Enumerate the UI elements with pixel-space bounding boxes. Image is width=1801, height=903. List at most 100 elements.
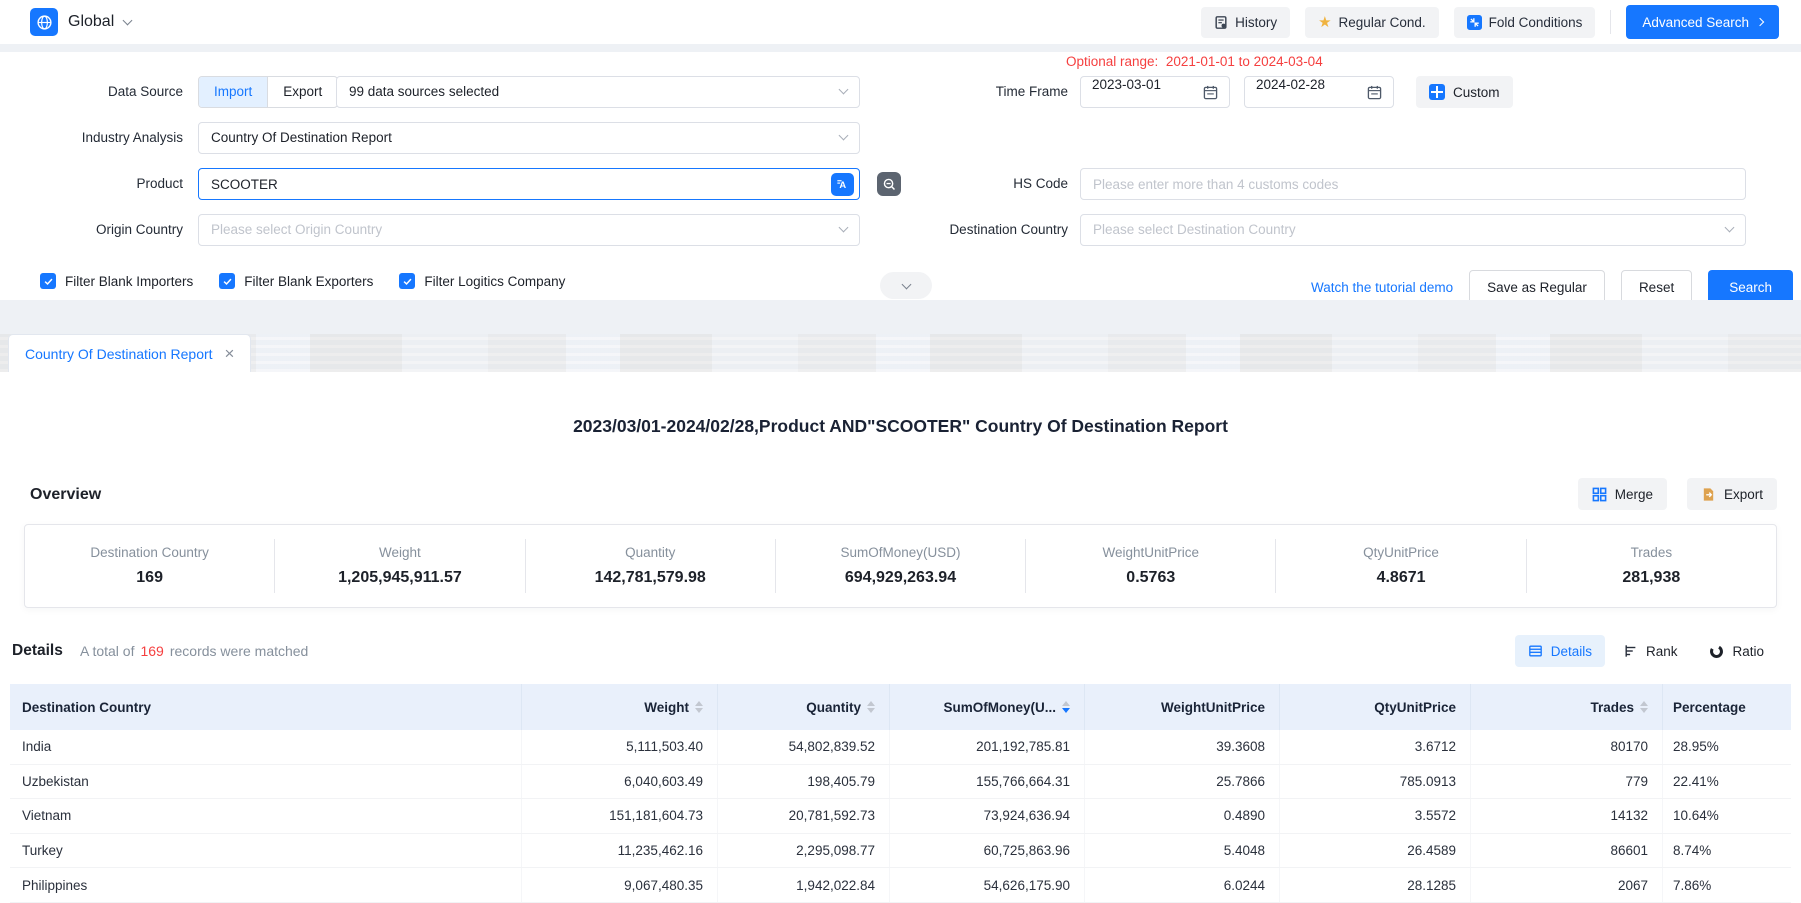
chevron-right-icon [1755,17,1765,27]
stat-weight: Weight 1,205,945,911.57 [275,539,526,593]
stat-qty-unit-price: QtyUnitPrice 4.8671 [1276,539,1527,593]
view-switcher: Details Rank Ratio [1514,635,1777,667]
view-ratio-button[interactable]: Ratio [1696,635,1777,667]
report-title: 2023/03/01-2024/02/28,Product AND"SCOOTE… [573,416,1228,436]
save-as-regular-button[interactable]: Save as Regular [1469,270,1605,304]
hs-code-input[interactable] [1093,169,1733,199]
grid-icon [1429,84,1445,100]
search-button[interactable]: Search [1708,270,1793,304]
tab-bar-watermark [0,334,1801,372]
table-header: Destination Country Weight Quantity SumO… [10,684,1791,730]
view-details-button[interactable]: Details [1514,635,1605,667]
stat-sum-of-money: SumOfMoney(USD) 694,929,263.94 [776,539,1027,593]
rank-chart-icon [1624,644,1638,658]
product-input[interactable] [211,169,825,199]
col-header-sum-of-money[interactable]: SumOfMoney(U... [890,684,1085,730]
col-header-weight[interactable]: Weight [522,684,718,730]
fold-conditions-button[interactable]: Fold Conditions [1453,6,1596,38]
col-header-percentage: Percentage [1673,699,1746,715]
time-frame-label: Time Frame [995,84,1068,99]
export-tab[interactable]: Export [283,84,323,99]
checkbox-filter-blank-exporters[interactable]: Filter Blank Exporters [219,273,373,289]
col-header-quantity[interactable]: Quantity [718,684,890,730]
tutorial-link[interactable]: Watch the tutorial demo [1311,279,1454,295]
checkbox-filter-blank-importers[interactable]: Filter Blank Importers [40,273,193,289]
calendar-icon [1203,85,1218,100]
divider [1610,10,1612,34]
brand-selector[interactable]: Global [30,8,133,36]
history-icon [1214,15,1228,30]
origin-country-select[interactable]: Please select Origin Country [198,214,860,246]
chevron-down-icon [838,130,849,141]
view-rank-button[interactable]: Rank [1611,635,1691,667]
star-icon: ★ [1318,13,1332,31]
brand-name: Global [68,13,115,30]
details-table: Destination Country Weight Quantity SumO… [10,684,1791,903]
sort-desc-icon[interactable] [1062,700,1070,714]
data-sources-select[interactable]: 99 data sources selected [336,76,860,108]
table-row-vietnam[interactable]: Vietnam 151,181,604.73 20,781,592.73 73,… [10,799,1791,834]
regular-cond-button[interactable]: ★ Regular Cond. [1305,6,1439,38]
form-row-countries: Origin Country Please select Origin Coun… [0,214,1801,248]
start-date-input[interactable]: 2023-03-01 [1080,76,1230,108]
optional-range-hint: Optional range: 2021-01-01 to 2024-03-04 [1066,54,1323,69]
export-button[interactable]: Export [1686,478,1777,510]
translate-icon[interactable]: A [831,173,854,196]
form-row-filters: Filter Blank Importers Filter Blank Expo… [0,270,1801,304]
table-row-philippines[interactable]: Philippines 9,067,480.35 1,942,022.84 54… [10,868,1791,903]
origin-country-label: Origin Country [95,222,183,237]
stat-trades: Trades 281,938 [1622,545,1681,586]
close-icon[interactable]: × [224,344,235,363]
hs-code-input-wrap [1080,168,1746,200]
col-header-trades[interactable]: Trades [1471,684,1663,730]
match-count: 169 [140,643,164,659]
end-date-input[interactable]: 2024-02-28 [1244,76,1394,108]
destination-country-select[interactable]: Please select Destination Country [1080,214,1746,246]
chevron-down-icon [1724,222,1735,233]
sort-icon[interactable] [1640,700,1648,714]
donut-icon [1709,644,1724,659]
checkbox-checked-icon [399,273,416,289]
merge-button[interactable]: Merge [1577,478,1667,510]
history-button[interactable]: History [1201,6,1291,38]
details-heading: Details [12,642,63,659]
sort-icon[interactable] [867,700,875,714]
reset-button[interactable]: Reset [1620,270,1693,304]
checkbox-checked-icon [219,273,236,289]
overview-header: Overview Merge Export [0,478,1801,512]
fold-icon [1466,14,1482,30]
table-row-turkey[interactable]: Turkey 11,235,462.16 2,295,098.77 60,725… [10,833,1791,869]
exact-search-icon[interactable] [877,172,901,196]
form-row-industry: Industry Analysis Country Of Destination… [0,122,1801,156]
search-form-panel: Optional range: 2021-01-01 to 2024-03-04… [0,52,1801,304]
product-input-wrap: A [198,168,860,200]
filter-checkboxes: Filter Blank Importers Filter Blank Expo… [40,273,565,289]
custom-range-button[interactable]: Custom [1416,76,1513,108]
industry-analysis-select[interactable]: Country Of Destination Report [198,122,860,154]
details-header: Details A total of 169 records were matche… [0,634,1801,670]
top-bar: Global History ★ Regular Cond. Fold Cond… [0,0,1801,44]
collapse-form-button[interactable] [880,272,932,299]
merge-icon [1592,487,1607,502]
form-row-product: Product A HS Code [0,168,1801,202]
tab-country-of-destination-report[interactable]: Country Of Destination Report × [8,334,252,372]
chevron-down-icon [122,15,133,26]
stat-weight-unit-price: WeightUnitPrice 0.5763 [1026,539,1277,593]
col-header-qty-unit-price: QtyUnitPrice [1280,684,1471,730]
col-header-weight-unit-price: WeightUnitPrice [1085,684,1280,730]
globe-icon [30,8,58,36]
table-row-india[interactable]: India 5,111,503.40 54,802,839.52 201,192… [10,730,1791,765]
overview-heading: Overview [30,486,102,503]
export-icon [1701,487,1716,502]
checkbox-checked-icon [40,273,56,289]
form-row-data-source: Data Source Import Export 99 data source… [0,76,1801,110]
col-header-destination-country: Destination Country [10,684,522,730]
product-label: Product [136,176,183,191]
chevron-down-icon [838,84,849,95]
table-row-uzbekistan[interactable]: Uzbekistan 6,040,603.49 198,405.79 155,7… [10,764,1791,800]
advanced-search-button[interactable]: Advanced Search [1626,5,1779,39]
sort-icon[interactable] [695,700,703,714]
svg-text:A: A [839,180,846,190]
import-tab[interactable]: Import [199,77,269,107]
checkbox-filter-logitics-company[interactable]: Filter Logitics Company [399,273,565,289]
